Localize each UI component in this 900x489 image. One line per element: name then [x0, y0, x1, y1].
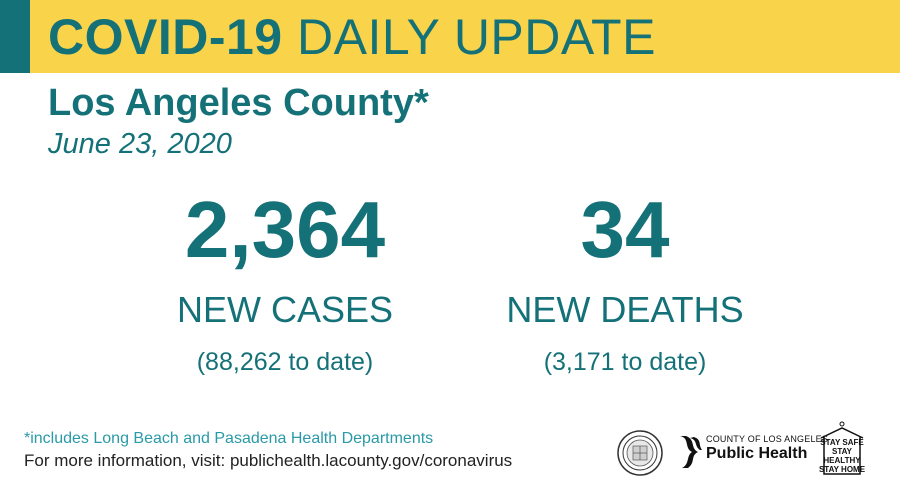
stay-healthy-line: STAY HEALTHY: [823, 447, 861, 465]
stay-safe-line: STAY SAFE: [820, 438, 864, 447]
new-deaths-label: NEW DEATHS: [506, 289, 744, 330]
stay-safe-logo: STAY SAFE STAY HEALTHY STAY HOME: [818, 420, 866, 478]
deaths-to-date: (3,171 to date): [543, 348, 707, 376]
new-cases-count: 2,364: [184, 185, 386, 274]
new-deaths-stat: 34 NEW DEATHS (3,171 to date): [480, 186, 770, 378]
house-icon: [820, 421, 864, 475]
public-health-mark-icon: [680, 436, 702, 468]
county-seal-icon: [617, 430, 663, 476]
cases-to-date: (88,262 to date): [196, 348, 374, 376]
public-health-logo: COUNTY OF LOS ANGELES Public Health: [676, 432, 828, 472]
stay-safe-text: STAY SAFE STAY HEALTHY STAY HOME: [818, 438, 866, 474]
page-title-light: DAILY UPDATE: [297, 9, 656, 65]
header-banner: COVID-19 DAILY UPDATE: [0, 0, 900, 73]
public-health-name: Public Health: [706, 445, 808, 462]
new-deaths-count: 34: [580, 185, 670, 274]
public-health-county: COUNTY OF LOS ANGELES: [706, 434, 829, 444]
report-date: June 23, 2020: [48, 128, 232, 160]
new-cases-stat: 2,364 NEW CASES (88,262 to date): [150, 186, 420, 378]
more-info-text: For more information, visit: publichealt…: [24, 451, 513, 470]
stay-home-line: STAY HOME: [818, 465, 866, 474]
new-cases-label: NEW CASES: [176, 289, 394, 330]
page-title: COVID-19 DAILY UPDATE: [48, 6, 656, 68]
footnote: *includes Long Beach and Pasadena Health…: [24, 430, 434, 447]
page-title-bold: COVID-19: [48, 9, 283, 65]
location-heading: Los Angeles County*: [48, 82, 429, 124]
banner-accent-stripe: [0, 0, 30, 73]
